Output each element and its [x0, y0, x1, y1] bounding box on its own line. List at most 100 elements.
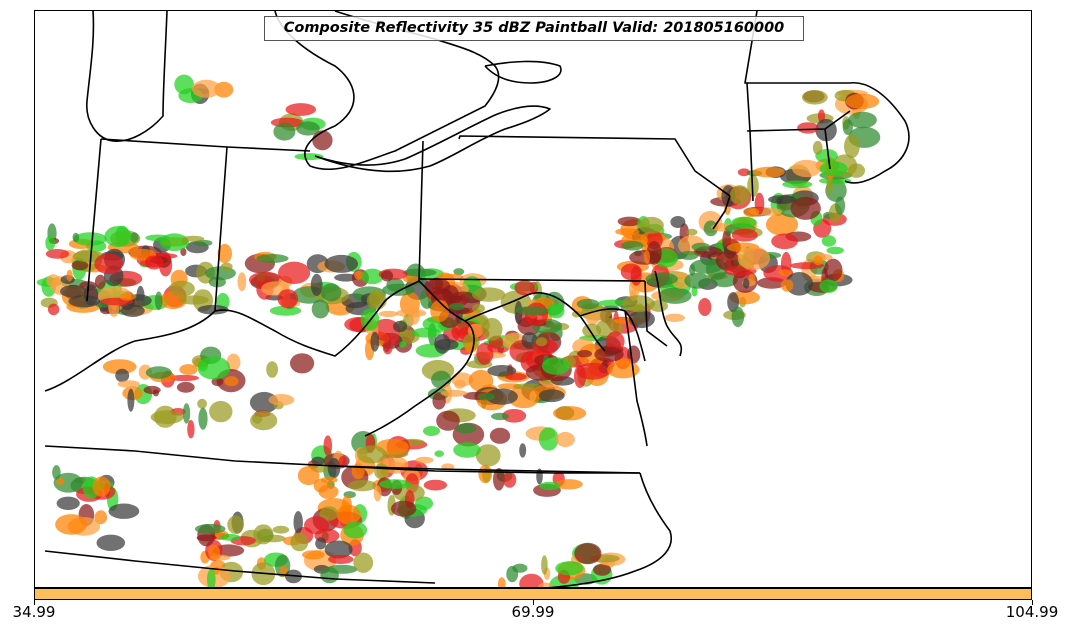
reflectivity-blob	[541, 555, 548, 575]
reflectivity-blob	[797, 122, 819, 134]
reflectivity-blob	[472, 303, 485, 313]
reflectivity-blob	[440, 389, 468, 397]
reflectivity-blob	[529, 390, 537, 403]
reflectivity-blob	[478, 464, 493, 484]
reflectivity-blob	[277, 289, 299, 309]
reflectivity-blob	[491, 412, 509, 421]
reflectivity-blob	[715, 251, 740, 271]
reflectivity-blob	[844, 134, 860, 159]
reflectivity-blob	[432, 392, 446, 410]
reflectivity-blob	[356, 445, 387, 464]
reflectivity-blob	[424, 278, 451, 295]
map-title: Composite Reflectivity 35 dBZ Paintball …	[264, 16, 804, 41]
reflectivity-blob	[477, 392, 495, 401]
reflectivity-blob	[45, 249, 70, 259]
reflectivity-blob	[154, 291, 163, 311]
reflectivity-blob	[535, 337, 548, 347]
reflectivity-blob	[541, 357, 571, 375]
reflectivity-blob	[538, 389, 565, 403]
reflectivity-blob	[621, 295, 656, 313]
reflectivity-blob	[453, 442, 481, 458]
reflectivity-blob	[752, 166, 785, 178]
reflectivity-blob	[472, 287, 506, 302]
reflectivity-blob	[748, 273, 755, 282]
reflectivity-blob	[576, 298, 600, 310]
reflectivity-blob	[191, 79, 221, 98]
reflectivity-blob	[209, 400, 233, 423]
reflectivity-blob	[481, 317, 503, 341]
reflectivity-blob	[302, 550, 325, 560]
reflectivity-blob	[145, 234, 170, 242]
illinois-indiana-border	[86, 138, 102, 302]
virginia-nc-border	[334, 465, 641, 474]
reflectivity-blob	[645, 272, 678, 286]
reflectivity-blob	[502, 471, 517, 488]
lake-huron-outline	[274, 11, 500, 171]
reflectivity-blob	[765, 213, 799, 236]
reflectivity-blob	[290, 353, 315, 374]
reflectivity-blob	[455, 423, 477, 434]
reflectivity-blob	[537, 582, 553, 587]
reflectivity-blob	[710, 272, 739, 288]
reflectivity-blob	[393, 320, 408, 333]
reflectivity-blob	[780, 279, 794, 292]
reflectivity-blob	[361, 268, 384, 285]
reflectivity-blob	[812, 140, 823, 155]
reflectivity-blob	[594, 347, 624, 362]
reflectivity-blob	[515, 306, 548, 316]
reflectivity-blob	[497, 577, 506, 587]
reflectivity-blob	[290, 532, 309, 552]
new-jersey-coast	[654, 270, 683, 357]
reflectivity-blob	[96, 534, 126, 551]
reflectivity-blob	[448, 302, 465, 311]
reflectivity-blob	[268, 394, 295, 406]
reflectivity-blob	[179, 364, 198, 375]
map-canvas	[36, 11, 910, 587]
reflectivity-blob	[835, 196, 846, 215]
reflectivity-blob	[368, 290, 385, 309]
colorbar-tick	[34, 600, 35, 605]
reflectivity-blob	[512, 383, 543, 390]
reflectivity-blob	[586, 310, 600, 326]
reflectivity-blob	[698, 298, 712, 316]
reflectivity-blob	[324, 540, 353, 559]
reflectivity-blob	[294, 153, 324, 161]
reflectivity-blob	[415, 456, 434, 464]
reflectivity-blob	[187, 420, 195, 439]
reflectivity-blob	[374, 463, 389, 480]
reflectivity-blob	[434, 450, 445, 458]
reflectivity-blob	[454, 379, 466, 389]
lake-ontario-outline	[484, 60, 562, 84]
reflectivity-blob	[538, 427, 559, 451]
reflectivity-blob	[539, 481, 561, 491]
reflectivity-blob	[607, 360, 640, 379]
reflectivity-blob	[311, 299, 330, 319]
reflectivity-blob	[182, 403, 191, 424]
reflectivity-blob	[731, 216, 757, 228]
reflectivity-blob	[207, 568, 216, 587]
reflectivity-blob	[493, 468, 505, 491]
reflectivity-blob	[475, 444, 501, 467]
reflectivity-blob	[555, 479, 583, 490]
reflectivity-blob	[686, 228, 698, 236]
reflectivity-blob	[519, 443, 527, 458]
reflectivity-blob	[253, 524, 274, 545]
reflectivity-blob	[485, 388, 518, 405]
reflectivity-blob	[729, 185, 750, 205]
indiana-ohio-border	[214, 146, 228, 312]
lake-michigan-outline	[86, 11, 168, 142]
reflectivity-blob	[272, 525, 290, 534]
reflectivity-blob	[791, 159, 822, 178]
colorbar-tick-label: 69.99	[511, 603, 555, 621]
reflectivity-blob	[217, 243, 232, 264]
reflectivity-blob	[576, 362, 610, 380]
reflectivity-blob	[782, 180, 813, 189]
reflectivity-blob	[489, 427, 511, 444]
reflectivity-blob	[127, 388, 135, 412]
delaware-border	[644, 280, 668, 347]
state-borders	[44, 11, 910, 587]
reflectivity-blob	[285, 103, 317, 116]
reflectivity-blob	[297, 466, 320, 486]
reflectivity-blob	[56, 477, 65, 486]
reflectivity-blob	[691, 242, 711, 252]
